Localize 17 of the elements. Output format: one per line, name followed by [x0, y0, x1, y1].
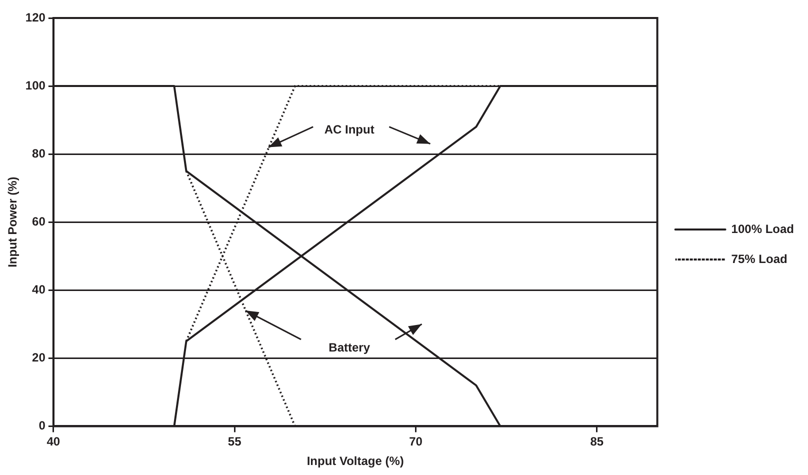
annotation: AC Input [324, 122, 374, 137]
x-axis-title: Input Voltage (%) [306, 454, 404, 468]
x-tick-label: 40 [46, 434, 60, 449]
y-axis-title: Input Power (%) [6, 176, 20, 268]
legend-label: 75% Load [731, 252, 788, 266]
y-tick-label: 20 [32, 350, 46, 364]
y-tick-label: 100 [25, 78, 46, 92]
annotation: Battery [328, 340, 370, 354]
x-tick-label: 85 [590, 434, 604, 449]
y-tick-label: 60 [32, 214, 46, 228]
y-tick-label: 80 [32, 146, 46, 160]
x-tick-label: 70 [409, 434, 423, 449]
legend-label: 100% Load [731, 222, 794, 236]
y-tick-label: 120 [25, 10, 46, 24]
x-tick-label: 55 [228, 434, 242, 449]
y-tick-label: 0 [38, 418, 46, 433]
y-tick-label: 40 [32, 282, 46, 296]
